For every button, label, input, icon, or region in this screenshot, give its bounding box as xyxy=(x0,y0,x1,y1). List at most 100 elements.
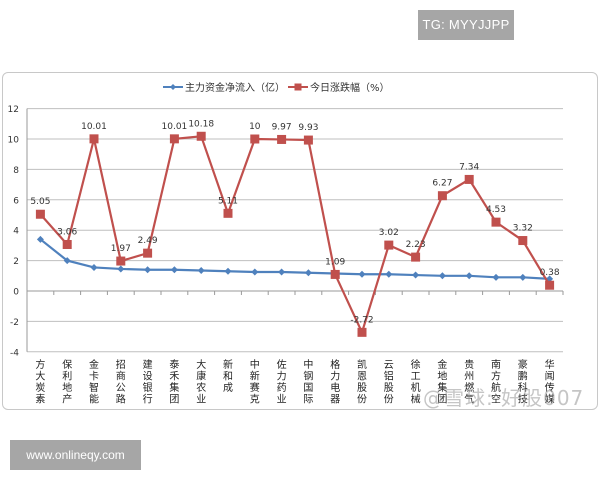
x-category-label: 航 xyxy=(491,381,501,394)
data-label: 5.11 xyxy=(218,196,238,206)
data-label: 1.09 xyxy=(325,257,345,267)
square-marker xyxy=(35,209,45,219)
x-category-label: 成 xyxy=(223,382,233,394)
x-category-label: 空 xyxy=(491,392,501,405)
x-category-label: 闻 xyxy=(545,369,555,382)
x-category-label: 产 xyxy=(62,392,72,405)
x-category-label: 公 xyxy=(116,383,126,394)
x-category-label: 保 xyxy=(62,358,72,371)
data-label: 0.38 xyxy=(540,268,560,278)
x-category-label: 智 xyxy=(89,381,99,394)
data-label: 3.32 xyxy=(513,224,533,234)
x-category-label: 金 xyxy=(89,358,99,371)
x-category-label: 泰 xyxy=(169,358,179,371)
x-category-label: 招 xyxy=(116,358,126,371)
x-category-label: 农 xyxy=(196,381,206,394)
x-category-label: 州 xyxy=(464,370,474,382)
x-category-label: 大 xyxy=(35,369,45,382)
data-label: 6.27 xyxy=(432,179,452,189)
x-category-label: 业 xyxy=(277,393,287,405)
line-chart: -4-2024681012方大炭素保利地产金卡智能招商公路建设银行泰禾集团大康农… xyxy=(8,81,564,405)
x-category-label: 地 xyxy=(62,381,72,394)
y-tick-label: -4 xyxy=(10,348,19,358)
data-label: 3.02 xyxy=(379,228,399,238)
data-label: 10.18 xyxy=(188,119,214,129)
x-category-label: 器 xyxy=(330,393,340,405)
x-category-label: 药 xyxy=(277,382,287,394)
square-marker xyxy=(250,134,260,144)
y-tick-label: 12 xyxy=(8,105,19,115)
x-category-label: 气 xyxy=(464,392,474,405)
x-category-label: 科 xyxy=(518,381,528,394)
diamond-marker xyxy=(492,273,500,281)
x-category-label: 地 xyxy=(437,369,447,382)
data-label: 7.34 xyxy=(459,162,479,172)
x-category-label: 传 xyxy=(545,382,555,394)
x-category-label: 能 xyxy=(89,392,99,405)
legend-label: 主力资金净流入（亿） xyxy=(185,81,285,94)
x-category-label: 和 xyxy=(223,370,233,382)
x-category-label: 大 xyxy=(196,358,206,371)
x-category-label: 集 xyxy=(169,381,179,394)
diamond-marker xyxy=(224,267,232,275)
data-label: 2.49 xyxy=(138,236,158,246)
square-marker xyxy=(277,134,287,144)
data-label: 10 xyxy=(249,122,261,132)
x-category-label: 集 xyxy=(437,381,447,394)
square-marker xyxy=(464,174,474,184)
x-category-label: 中 xyxy=(250,358,260,371)
x-category-label: 华 xyxy=(545,358,555,371)
diamond-marker xyxy=(358,270,366,278)
x-category-label: 股 xyxy=(357,382,367,394)
x-category-label: 中 xyxy=(303,358,313,371)
diamond-marker xyxy=(519,273,527,281)
x-category-label: 份 xyxy=(384,393,394,405)
x-category-label: 技 xyxy=(518,392,528,405)
x-category-label: 械 xyxy=(411,392,421,405)
x-category-label: 新 xyxy=(223,358,233,371)
square-marker xyxy=(518,236,528,246)
x-category-label: 银 xyxy=(143,381,153,394)
x-category-label: 力 xyxy=(277,369,287,382)
square-marker xyxy=(116,256,126,266)
x-category-label: 国 xyxy=(303,382,313,394)
data-label: -2.72 xyxy=(350,315,373,325)
x-category-label: 际 xyxy=(303,393,313,405)
square-marker xyxy=(89,134,99,144)
tg-watermark-badge: TG: MYYJJPP xyxy=(418,10,514,40)
diamond-marker xyxy=(465,272,473,280)
data-label: 4.53 xyxy=(486,205,506,215)
square-marker xyxy=(62,239,72,249)
y-tick-label: 0 xyxy=(13,288,19,298)
x-category-label: 行 xyxy=(143,392,153,405)
square-marker xyxy=(491,217,501,227)
x-category-label: 赛 xyxy=(250,381,260,394)
diamond-marker xyxy=(117,265,125,273)
data-label: 9.93 xyxy=(298,123,318,133)
square-marker xyxy=(143,248,153,258)
x-category-label: 路 xyxy=(116,392,126,405)
x-category-label: 贵 xyxy=(464,358,474,371)
y-tick-label: 6 xyxy=(13,196,19,206)
square-marker xyxy=(330,269,340,279)
x-category-label: 媒 xyxy=(545,393,555,405)
x-category-label: 克 xyxy=(250,393,260,405)
data-label: 2.23 xyxy=(406,240,426,250)
diamond-marker xyxy=(90,263,98,271)
x-category-label: 方 xyxy=(491,369,501,382)
diamond-marker xyxy=(278,268,286,276)
square-marker xyxy=(303,135,313,145)
x-category-label: 建 xyxy=(143,358,153,371)
y-tick-label: -2 xyxy=(10,318,19,328)
diamond-marker xyxy=(197,266,205,274)
x-category-label: 徐 xyxy=(411,358,421,371)
diamond-marker xyxy=(412,271,420,279)
diamond-marker xyxy=(144,266,152,274)
square-marker xyxy=(411,252,421,262)
data-label: 10.01 xyxy=(162,122,188,132)
series-line-fund-inflow xyxy=(39,238,550,280)
data-label: 1.97 xyxy=(111,244,131,254)
diamond-marker xyxy=(385,270,393,278)
x-category-label: 铝 xyxy=(384,370,394,382)
data-label: 9.97 xyxy=(272,122,292,132)
